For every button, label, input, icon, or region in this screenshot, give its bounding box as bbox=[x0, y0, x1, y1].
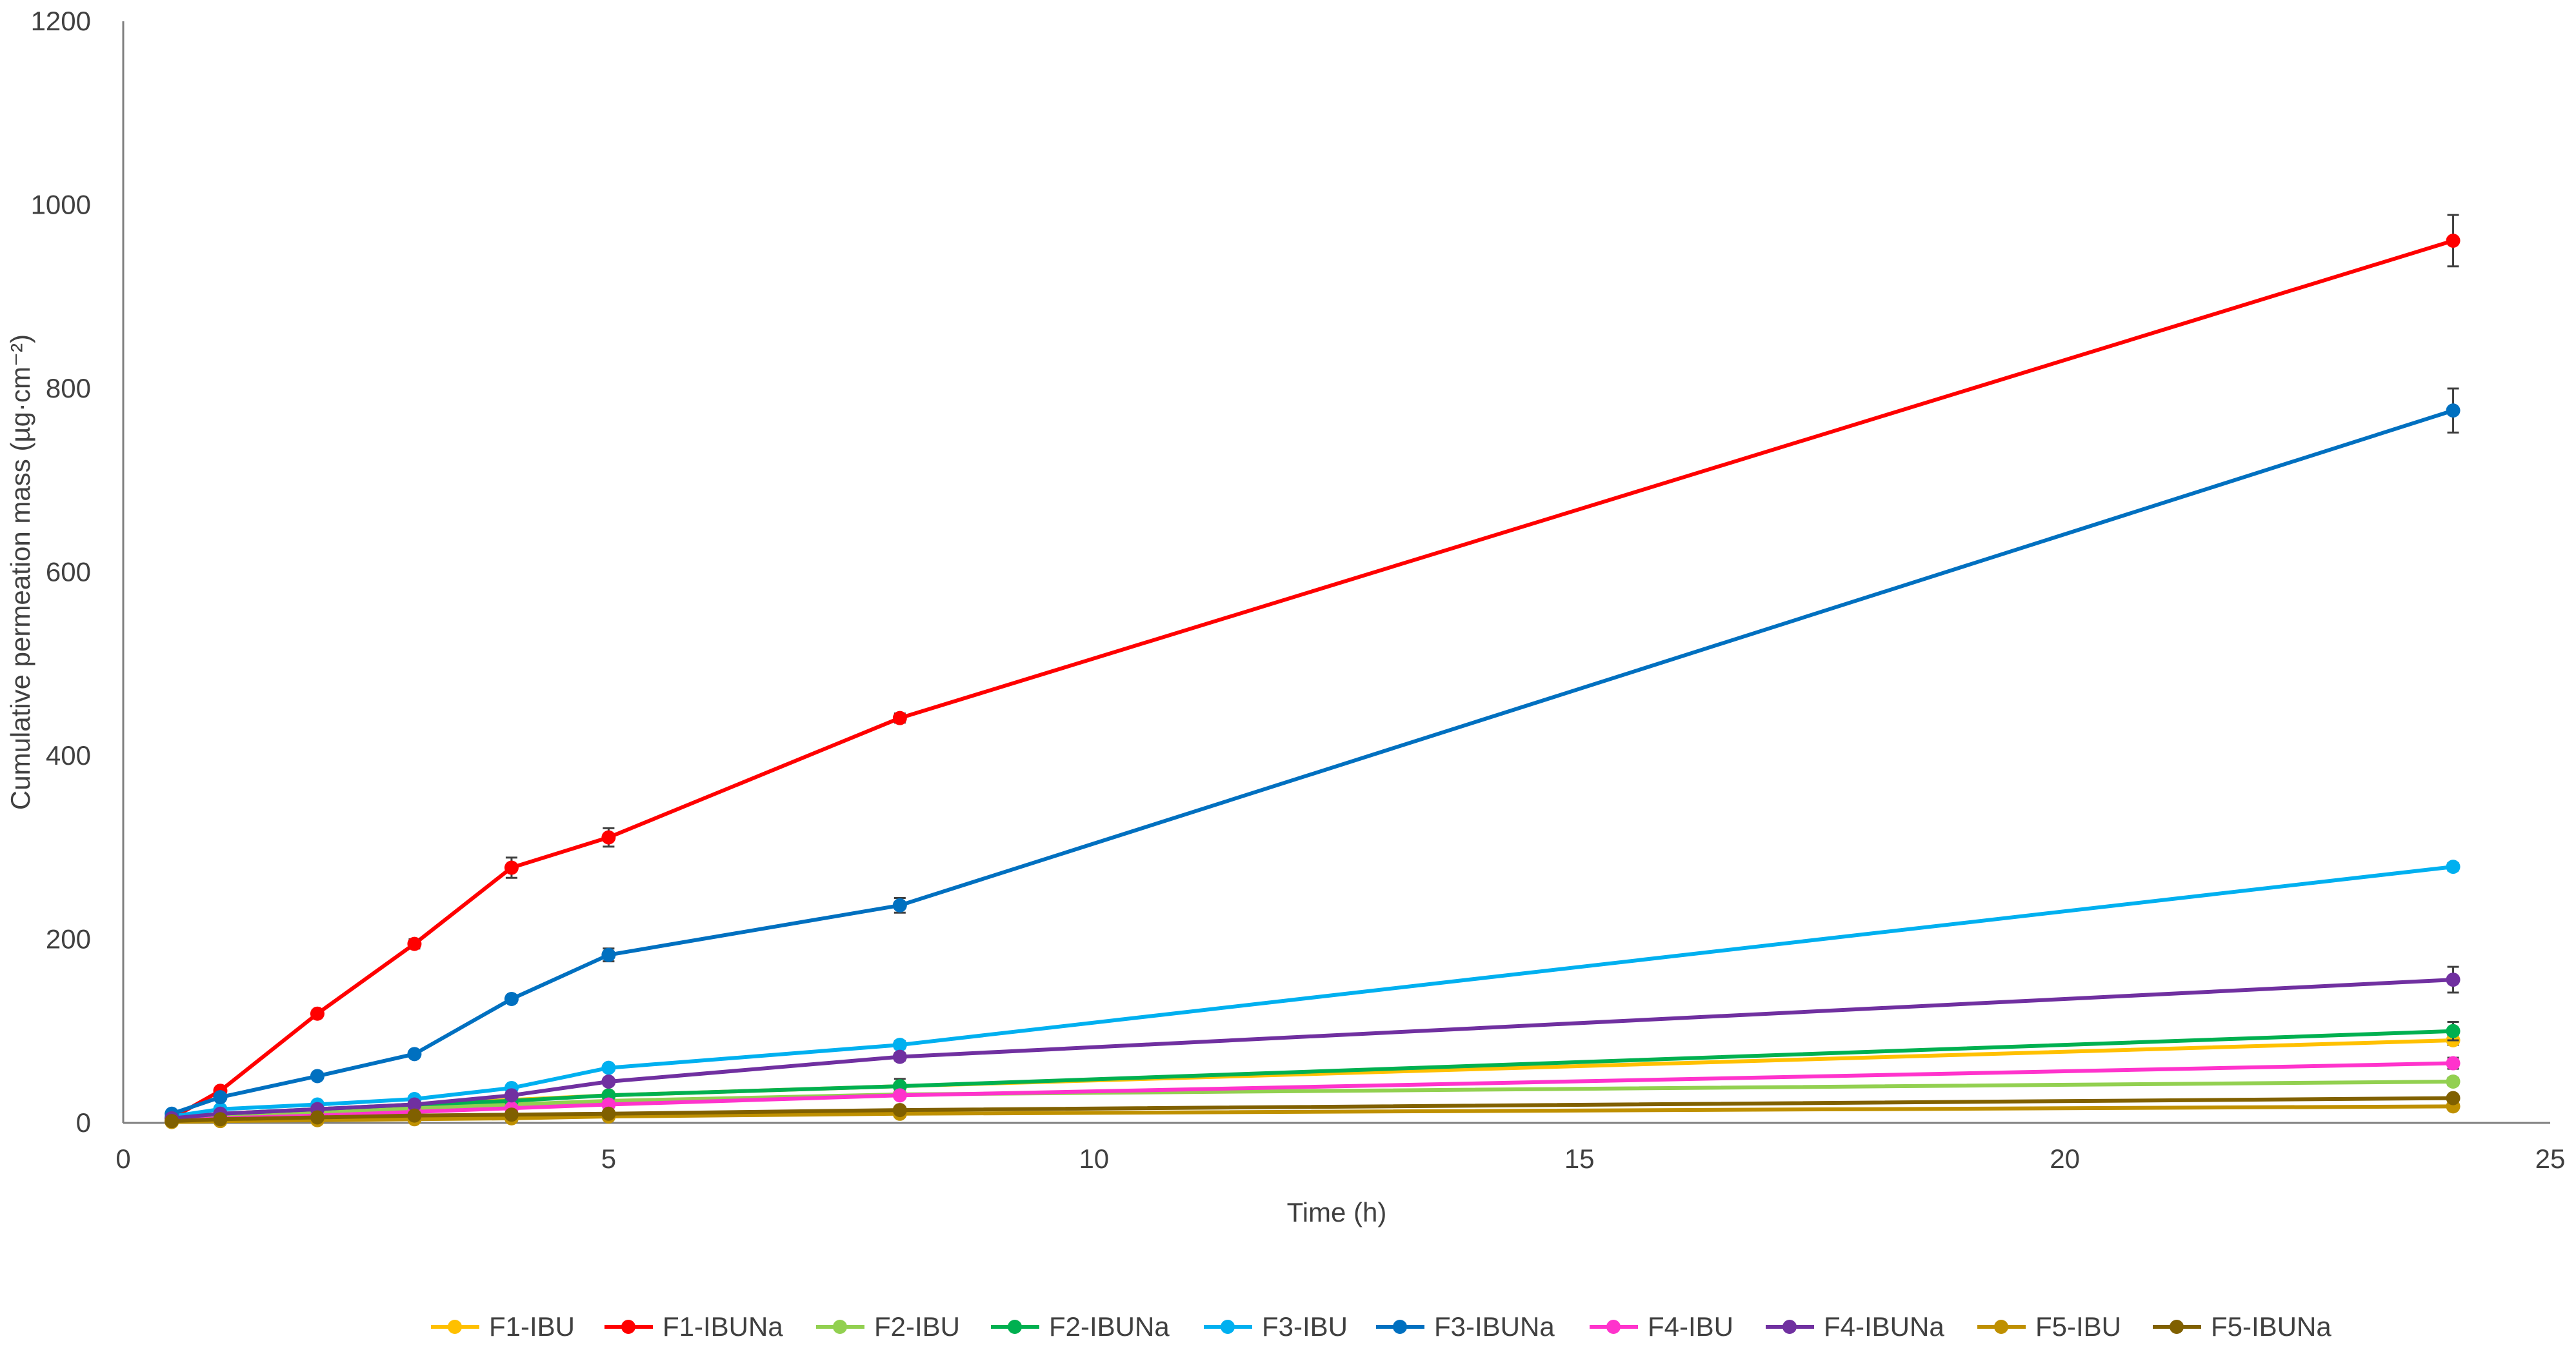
series-line bbox=[170, 239, 2454, 1120]
legend-label: F4-IBUNa bbox=[1824, 1311, 1944, 1342]
y-tick-label: 1200 bbox=[31, 6, 91, 36]
x-axis-title: Time (h) bbox=[1287, 1197, 1387, 1227]
y-tick-label: 0 bbox=[76, 1107, 91, 1138]
data-point bbox=[407, 1097, 422, 1112]
x-axis-ticks: 0 5 10 15 20 25 bbox=[115, 1144, 2565, 1174]
legend-label: F4-IBU bbox=[1648, 1311, 1733, 1342]
data-point bbox=[213, 1112, 228, 1127]
data-point bbox=[2446, 973, 2461, 987]
series-line bbox=[171, 865, 2453, 1118]
series-line bbox=[172, 1104, 2453, 1124]
y-axis-title: Cumulative permeation mass (µg·cm⁻²) bbox=[5, 334, 35, 810]
legend-item: F2-IBU bbox=[816, 1311, 960, 1342]
legend-item: F4-IBU bbox=[1590, 1311, 1733, 1342]
legend-label: F2-IBUNa bbox=[1049, 1311, 1170, 1342]
data-point bbox=[407, 936, 422, 951]
y-tick-label: 1000 bbox=[31, 190, 91, 220]
legend-item: F3-IBU bbox=[1204, 1311, 1348, 1342]
data-point bbox=[2446, 1074, 2461, 1089]
legend-marker bbox=[621, 1320, 635, 1334]
legend-marker bbox=[1221, 1320, 1235, 1334]
legend-item: F5-IBU bbox=[1977, 1311, 2121, 1342]
series-line bbox=[172, 1096, 2453, 1124]
data-point bbox=[2446, 233, 2461, 248]
legend-label: F2-IBU bbox=[874, 1311, 960, 1342]
legend-label: F3-IBU bbox=[1262, 1311, 1348, 1342]
legend-item: F2-IBUNa bbox=[991, 1311, 1170, 1342]
data-point bbox=[504, 860, 519, 875]
legend-marker bbox=[1393, 1320, 1407, 1334]
y-axis-ticks: 0 200 400 600 800 1000 1200 bbox=[31, 6, 91, 1138]
data-point bbox=[2446, 1091, 2461, 1105]
legend-label: F3-IBUNa bbox=[1434, 1311, 1555, 1342]
x-tick-label: 10 bbox=[1079, 1144, 1109, 1174]
y-tick-label: 800 bbox=[46, 373, 91, 403]
x-tick-label: 15 bbox=[1564, 1144, 1595, 1174]
chart-axes bbox=[122, 21, 2550, 1124]
data-point bbox=[892, 898, 907, 913]
data-point bbox=[407, 1108, 422, 1123]
legend-label: F5-IBUNa bbox=[2211, 1311, 2331, 1342]
data-point bbox=[310, 1110, 324, 1125]
data-point bbox=[601, 1074, 616, 1089]
legend-label: F5-IBU bbox=[2035, 1311, 2121, 1342]
legend-item: F5-IBUNa bbox=[2153, 1311, 2331, 1342]
legend-label: F1-IBUNa bbox=[663, 1311, 783, 1342]
legend-marker bbox=[1782, 1320, 1797, 1334]
x-tick-label: 0 bbox=[115, 1144, 130, 1174]
legend-item: F1-IBUNa bbox=[604, 1311, 783, 1342]
data-point bbox=[892, 1088, 907, 1103]
data-point bbox=[2446, 860, 2461, 874]
series-F5-IBUNa bbox=[165, 1091, 2461, 1129]
legend-label: F1-IBU bbox=[489, 1311, 575, 1342]
legend-item: F4-IBUNa bbox=[1766, 1311, 1944, 1342]
data-point bbox=[504, 1088, 519, 1103]
data-point bbox=[892, 711, 907, 725]
legend-marker bbox=[2170, 1320, 2184, 1334]
legend-marker bbox=[448, 1320, 462, 1334]
data-point bbox=[2446, 1056, 2461, 1071]
data-point bbox=[601, 1060, 616, 1075]
data-point bbox=[601, 947, 616, 962]
data-point bbox=[504, 1107, 519, 1122]
data-point bbox=[310, 1069, 324, 1084]
series-line bbox=[171, 978, 2453, 1120]
chart-legend: F1-IBU F1-IBUNa F2-IBU F2-IBUNa F3-IBU F3-IBU… bbox=[431, 1311, 2331, 1342]
data-point bbox=[892, 1103, 907, 1118]
y-tick-label: 400 bbox=[46, 740, 91, 771]
plot-area bbox=[165, 214, 2461, 1129]
legend-item: F3-IBUNa bbox=[1376, 1311, 1555, 1342]
data-point bbox=[165, 1114, 179, 1129]
legend-marker bbox=[1008, 1320, 1022, 1334]
y-tick-label: 200 bbox=[46, 924, 91, 954]
data-point bbox=[504, 991, 519, 1006]
data-point bbox=[310, 1006, 324, 1021]
data-point bbox=[601, 1106, 616, 1121]
y-tick-label: 600 bbox=[46, 557, 91, 587]
legend-item: F1-IBU bbox=[431, 1311, 575, 1342]
series-line bbox=[171, 409, 2454, 1116]
x-tick-label: 20 bbox=[2050, 1144, 2080, 1174]
legend-marker bbox=[1606, 1320, 1621, 1334]
series-F3-IBUNa bbox=[165, 387, 2461, 1121]
data-point bbox=[213, 1090, 228, 1105]
x-tick-label: 25 bbox=[2535, 1144, 2566, 1174]
data-point bbox=[2446, 1024, 2461, 1038]
data-point bbox=[407, 1047, 422, 1062]
data-point bbox=[892, 1049, 907, 1064]
legend-marker bbox=[833, 1320, 847, 1334]
data-point bbox=[2446, 403, 2461, 418]
data-point bbox=[601, 830, 616, 845]
x-tick-label: 5 bbox=[601, 1144, 616, 1174]
legend-marker bbox=[1994, 1320, 2008, 1334]
series-F1-IBUNa bbox=[165, 214, 2461, 1125]
data-point bbox=[892, 1038, 907, 1053]
